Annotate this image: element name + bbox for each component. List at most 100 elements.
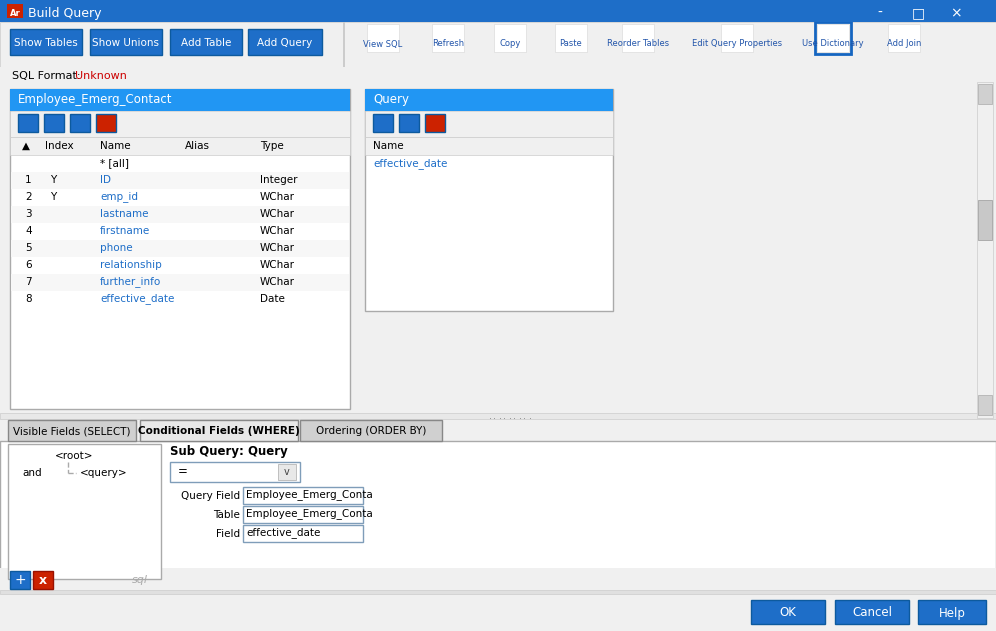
Bar xyxy=(365,137,613,155)
Bar xyxy=(918,600,986,624)
Text: x: x xyxy=(39,574,47,586)
Bar xyxy=(425,114,445,132)
Bar xyxy=(10,571,30,589)
Text: Visible Fields (SELECT): Visible Fields (SELECT) xyxy=(13,426,130,436)
Bar xyxy=(300,420,442,441)
Bar xyxy=(243,487,363,504)
Text: <root>: <root> xyxy=(55,451,94,461)
Bar xyxy=(248,29,322,55)
Bar xyxy=(11,240,349,257)
Text: 2: 2 xyxy=(25,192,32,202)
Text: further_info: further_info xyxy=(100,276,161,288)
Text: Field: Field xyxy=(216,529,240,539)
Bar xyxy=(170,462,300,482)
Text: Ordering (ORDER BY): Ordering (ORDER BY) xyxy=(316,426,426,436)
Text: Copy: Copy xyxy=(499,40,521,49)
Text: Table: Table xyxy=(213,510,240,520)
Bar xyxy=(367,24,399,52)
Bar xyxy=(0,441,996,591)
Text: .: . xyxy=(509,411,512,421)
Bar xyxy=(0,22,996,67)
Bar xyxy=(8,420,136,441)
Text: -: - xyxy=(877,6,882,20)
Text: Build Query: Build Query xyxy=(28,6,102,20)
Bar xyxy=(555,24,587,52)
Bar xyxy=(835,600,909,624)
Text: Help: Help xyxy=(938,606,965,620)
Text: Date: Date xyxy=(260,294,285,304)
Text: Conditional Fields (WHERE): Conditional Fields (WHERE) xyxy=(138,426,300,436)
Bar xyxy=(815,22,851,54)
Bar xyxy=(0,82,996,415)
Text: Y: Y xyxy=(50,192,56,202)
Text: ID: ID xyxy=(100,175,111,185)
Bar xyxy=(977,82,993,418)
Text: Type: Type xyxy=(260,141,284,151)
Text: 3: 3 xyxy=(25,209,32,219)
Text: emp_id: emp_id xyxy=(100,192,138,203)
Text: ×: × xyxy=(950,6,962,20)
Text: WChar: WChar xyxy=(260,243,295,253)
Bar xyxy=(10,89,350,111)
Text: .: . xyxy=(529,411,532,421)
Text: Use Dictionary: Use Dictionary xyxy=(802,40,864,49)
Bar xyxy=(10,137,350,155)
Text: =: = xyxy=(178,466,188,478)
Bar xyxy=(11,206,349,223)
Text: and: and xyxy=(22,468,42,478)
Text: v: v xyxy=(284,467,290,477)
Bar xyxy=(817,24,849,52)
Text: SQL Format:: SQL Format: xyxy=(12,71,84,81)
Bar xyxy=(399,114,419,132)
Bar xyxy=(622,24,654,52)
Text: Add Query: Add Query xyxy=(257,38,313,48)
Bar xyxy=(11,274,349,291)
Bar xyxy=(170,29,242,55)
Bar xyxy=(373,114,393,132)
Bar xyxy=(11,172,349,189)
Text: +: + xyxy=(14,573,26,587)
Bar xyxy=(10,89,350,409)
Text: WChar: WChar xyxy=(260,192,295,202)
Text: effective_date: effective_date xyxy=(373,158,447,170)
Text: Sub Query: Query: Sub Query: Query xyxy=(170,444,288,457)
Text: WChar: WChar xyxy=(260,277,295,287)
Text: ▲: ▲ xyxy=(22,141,30,151)
Bar xyxy=(978,84,992,104)
Bar xyxy=(0,590,996,594)
Text: phone: phone xyxy=(100,243,132,253)
Text: 5: 5 xyxy=(25,243,32,253)
Text: Employee_Emerg_Contact: Employee_Emerg_Contact xyxy=(18,93,172,107)
Text: * [all]: * [all] xyxy=(100,158,129,168)
Text: Show Tables: Show Tables xyxy=(14,38,78,48)
Bar xyxy=(243,525,363,542)
Text: effective_date: effective_date xyxy=(246,528,321,538)
Text: Integer: Integer xyxy=(260,175,298,185)
Text: Query Field: Query Field xyxy=(181,491,240,501)
Bar xyxy=(18,114,38,132)
Text: sql: sql xyxy=(132,575,148,585)
Text: .: . xyxy=(524,411,527,421)
Bar xyxy=(7,4,23,18)
Text: WChar: WChar xyxy=(260,260,295,270)
Bar xyxy=(494,24,526,52)
Text: Name: Name xyxy=(100,141,130,151)
Text: Show Unions: Show Unions xyxy=(93,38,159,48)
Bar xyxy=(432,24,464,52)
Text: effective_date: effective_date xyxy=(100,293,174,304)
Text: .: . xyxy=(504,411,507,421)
Text: Query: Query xyxy=(373,93,409,107)
Text: Refresh: Refresh xyxy=(432,40,464,49)
Bar xyxy=(888,24,920,52)
Bar xyxy=(70,114,90,132)
Bar xyxy=(8,444,161,579)
Bar xyxy=(96,114,116,132)
Text: 6: 6 xyxy=(25,260,32,270)
Text: .: . xyxy=(499,411,502,421)
Text: View SQL: View SQL xyxy=(364,40,402,49)
Text: <query>: <query> xyxy=(80,468,127,478)
Text: Index: Index xyxy=(45,141,74,151)
Text: Y: Y xyxy=(50,175,56,185)
Text: WChar: WChar xyxy=(260,226,295,236)
Bar xyxy=(10,29,82,55)
